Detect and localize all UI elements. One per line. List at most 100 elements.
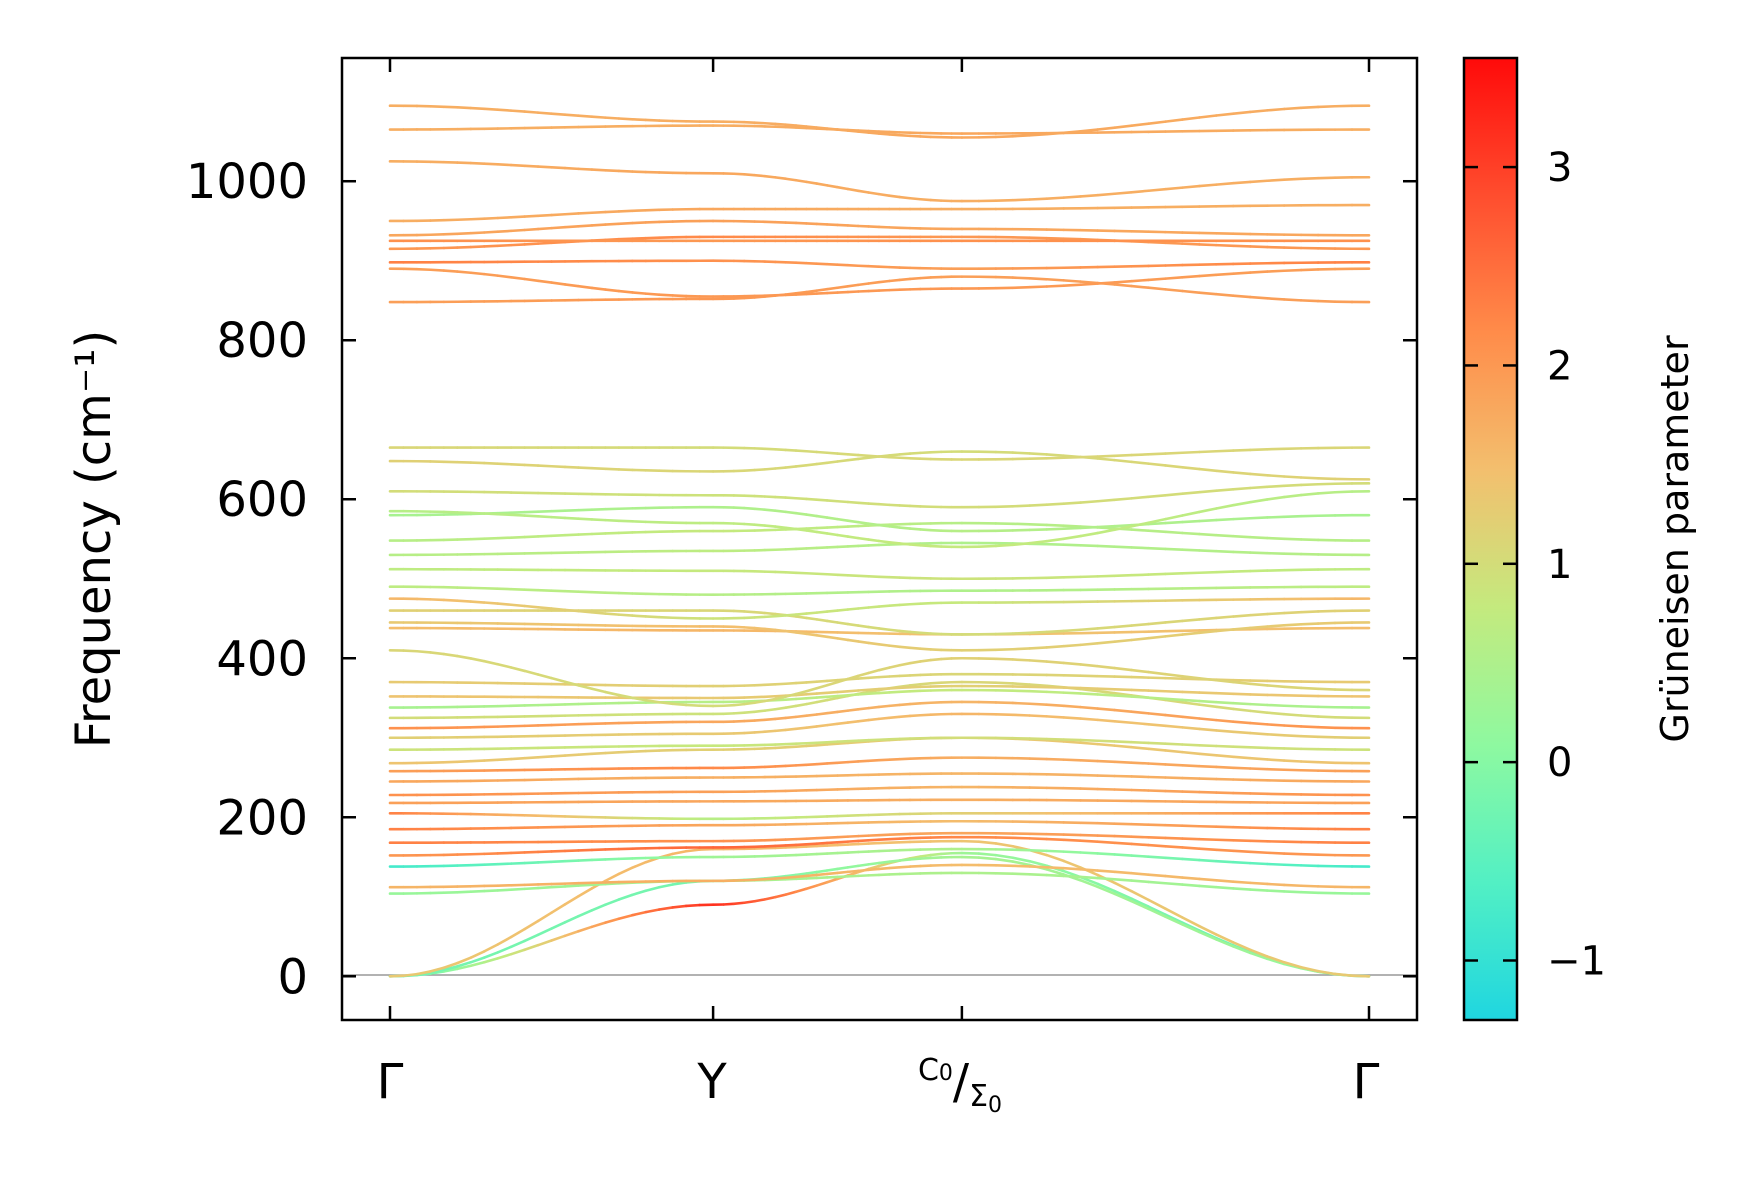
band-segment (755, 899, 765, 901)
band-segment (889, 688, 899, 689)
band-segment (1182, 492, 1199, 494)
band-segment (817, 289, 827, 290)
band-segment (457, 272, 470, 273)
band-segment (910, 453, 920, 454)
band-segment (1301, 892, 1318, 893)
band-segment (417, 651, 430, 652)
band-segment (796, 876, 806, 877)
band-segment (1199, 766, 1216, 767)
band-segment (1132, 763, 1149, 764)
band-segment (1267, 180, 1284, 181)
band-segment (619, 868, 632, 874)
band-segment (858, 626, 868, 627)
band-segment (1098, 627, 1115, 628)
band-segment (1047, 716, 1064, 717)
band-segment (403, 651, 416, 652)
band-segment (755, 123, 765, 124)
band-band-218 (390, 800, 1369, 803)
band-segment (848, 131, 858, 132)
band-segment (817, 681, 827, 682)
band-segment (1233, 182, 1250, 183)
y-ticklabel: 600 (216, 472, 308, 528)
band-segment (1182, 885, 1199, 886)
band-segment (879, 668, 889, 671)
band-segment (1098, 871, 1115, 872)
band-segment (1030, 716, 1047, 717)
band-segment (1182, 550, 1199, 551)
band-segment (1182, 467, 1199, 469)
band-segment (1182, 878, 1199, 879)
band-segment (796, 498, 806, 499)
band-segment (786, 845, 796, 846)
band-segment (498, 464, 511, 465)
band-segment (525, 216, 538, 217)
band-segment (765, 897, 775, 899)
band-segment (910, 648, 920, 649)
band-segment (1301, 493, 1318, 495)
band-segment (858, 503, 868, 504)
band-segment (889, 526, 899, 527)
band-segment (1165, 764, 1182, 765)
band-segment (444, 600, 457, 601)
band-segment (1216, 861, 1233, 862)
band-segment (858, 673, 868, 676)
band-segment (848, 844, 858, 845)
band-segment (786, 615, 796, 616)
y-ticklabel: 0 (277, 949, 308, 1005)
band-segment (900, 687, 910, 688)
kpoint-label-gamma-start: Γ (377, 1054, 404, 1110)
band-segment (806, 515, 816, 516)
band-segment (484, 463, 497, 464)
band-segment (1064, 630, 1081, 631)
band-segment (1233, 747, 1250, 748)
band-segment (817, 500, 827, 501)
band-segment (775, 845, 785, 846)
band-segment (827, 453, 837, 454)
band-segment (723, 705, 733, 706)
band-segment (1233, 571, 1250, 572)
band-segment (827, 724, 837, 725)
band-segment (889, 134, 899, 135)
band-segment (525, 279, 538, 281)
band-segment (806, 726, 816, 727)
band-segment (837, 723, 847, 724)
band-segment (484, 538, 497, 539)
band-segment (848, 836, 858, 837)
band-segment (1132, 280, 1149, 281)
band-segment (827, 185, 837, 187)
band-segment (920, 633, 930, 634)
band-segment (1047, 544, 1064, 545)
band-segment (1081, 707, 1098, 708)
band-segment (565, 226, 578, 227)
band-segment (941, 658, 951, 659)
band-segment (734, 508, 744, 509)
band-segment (444, 234, 457, 235)
band-segment (646, 222, 659, 223)
band-segment (817, 846, 827, 847)
band-segment (1318, 492, 1335, 493)
band-segment (1132, 697, 1149, 698)
band-segment (827, 877, 837, 878)
band-segment (538, 228, 551, 229)
band-segment (817, 685, 827, 688)
band-segment (827, 842, 837, 843)
band-segment (1030, 199, 1047, 200)
band-segment (734, 704, 744, 705)
band-segment (1115, 854, 1132, 855)
band-segment (605, 533, 618, 534)
band-segment (525, 112, 538, 113)
band-segment (1267, 613, 1284, 614)
band-segment (632, 891, 645, 895)
band-segment (1267, 298, 1284, 299)
band-segment (900, 505, 910, 506)
band-segment (1064, 840, 1081, 841)
band-segment (1165, 876, 1182, 877)
band-segment (525, 244, 538, 245)
band-segment (605, 224, 618, 225)
band-segment (1148, 825, 1165, 826)
band-segment (848, 624, 858, 626)
band-segment (996, 277, 1013, 278)
band-segment (1267, 748, 1284, 749)
band-segment (817, 870, 827, 872)
band-segment (755, 469, 765, 470)
